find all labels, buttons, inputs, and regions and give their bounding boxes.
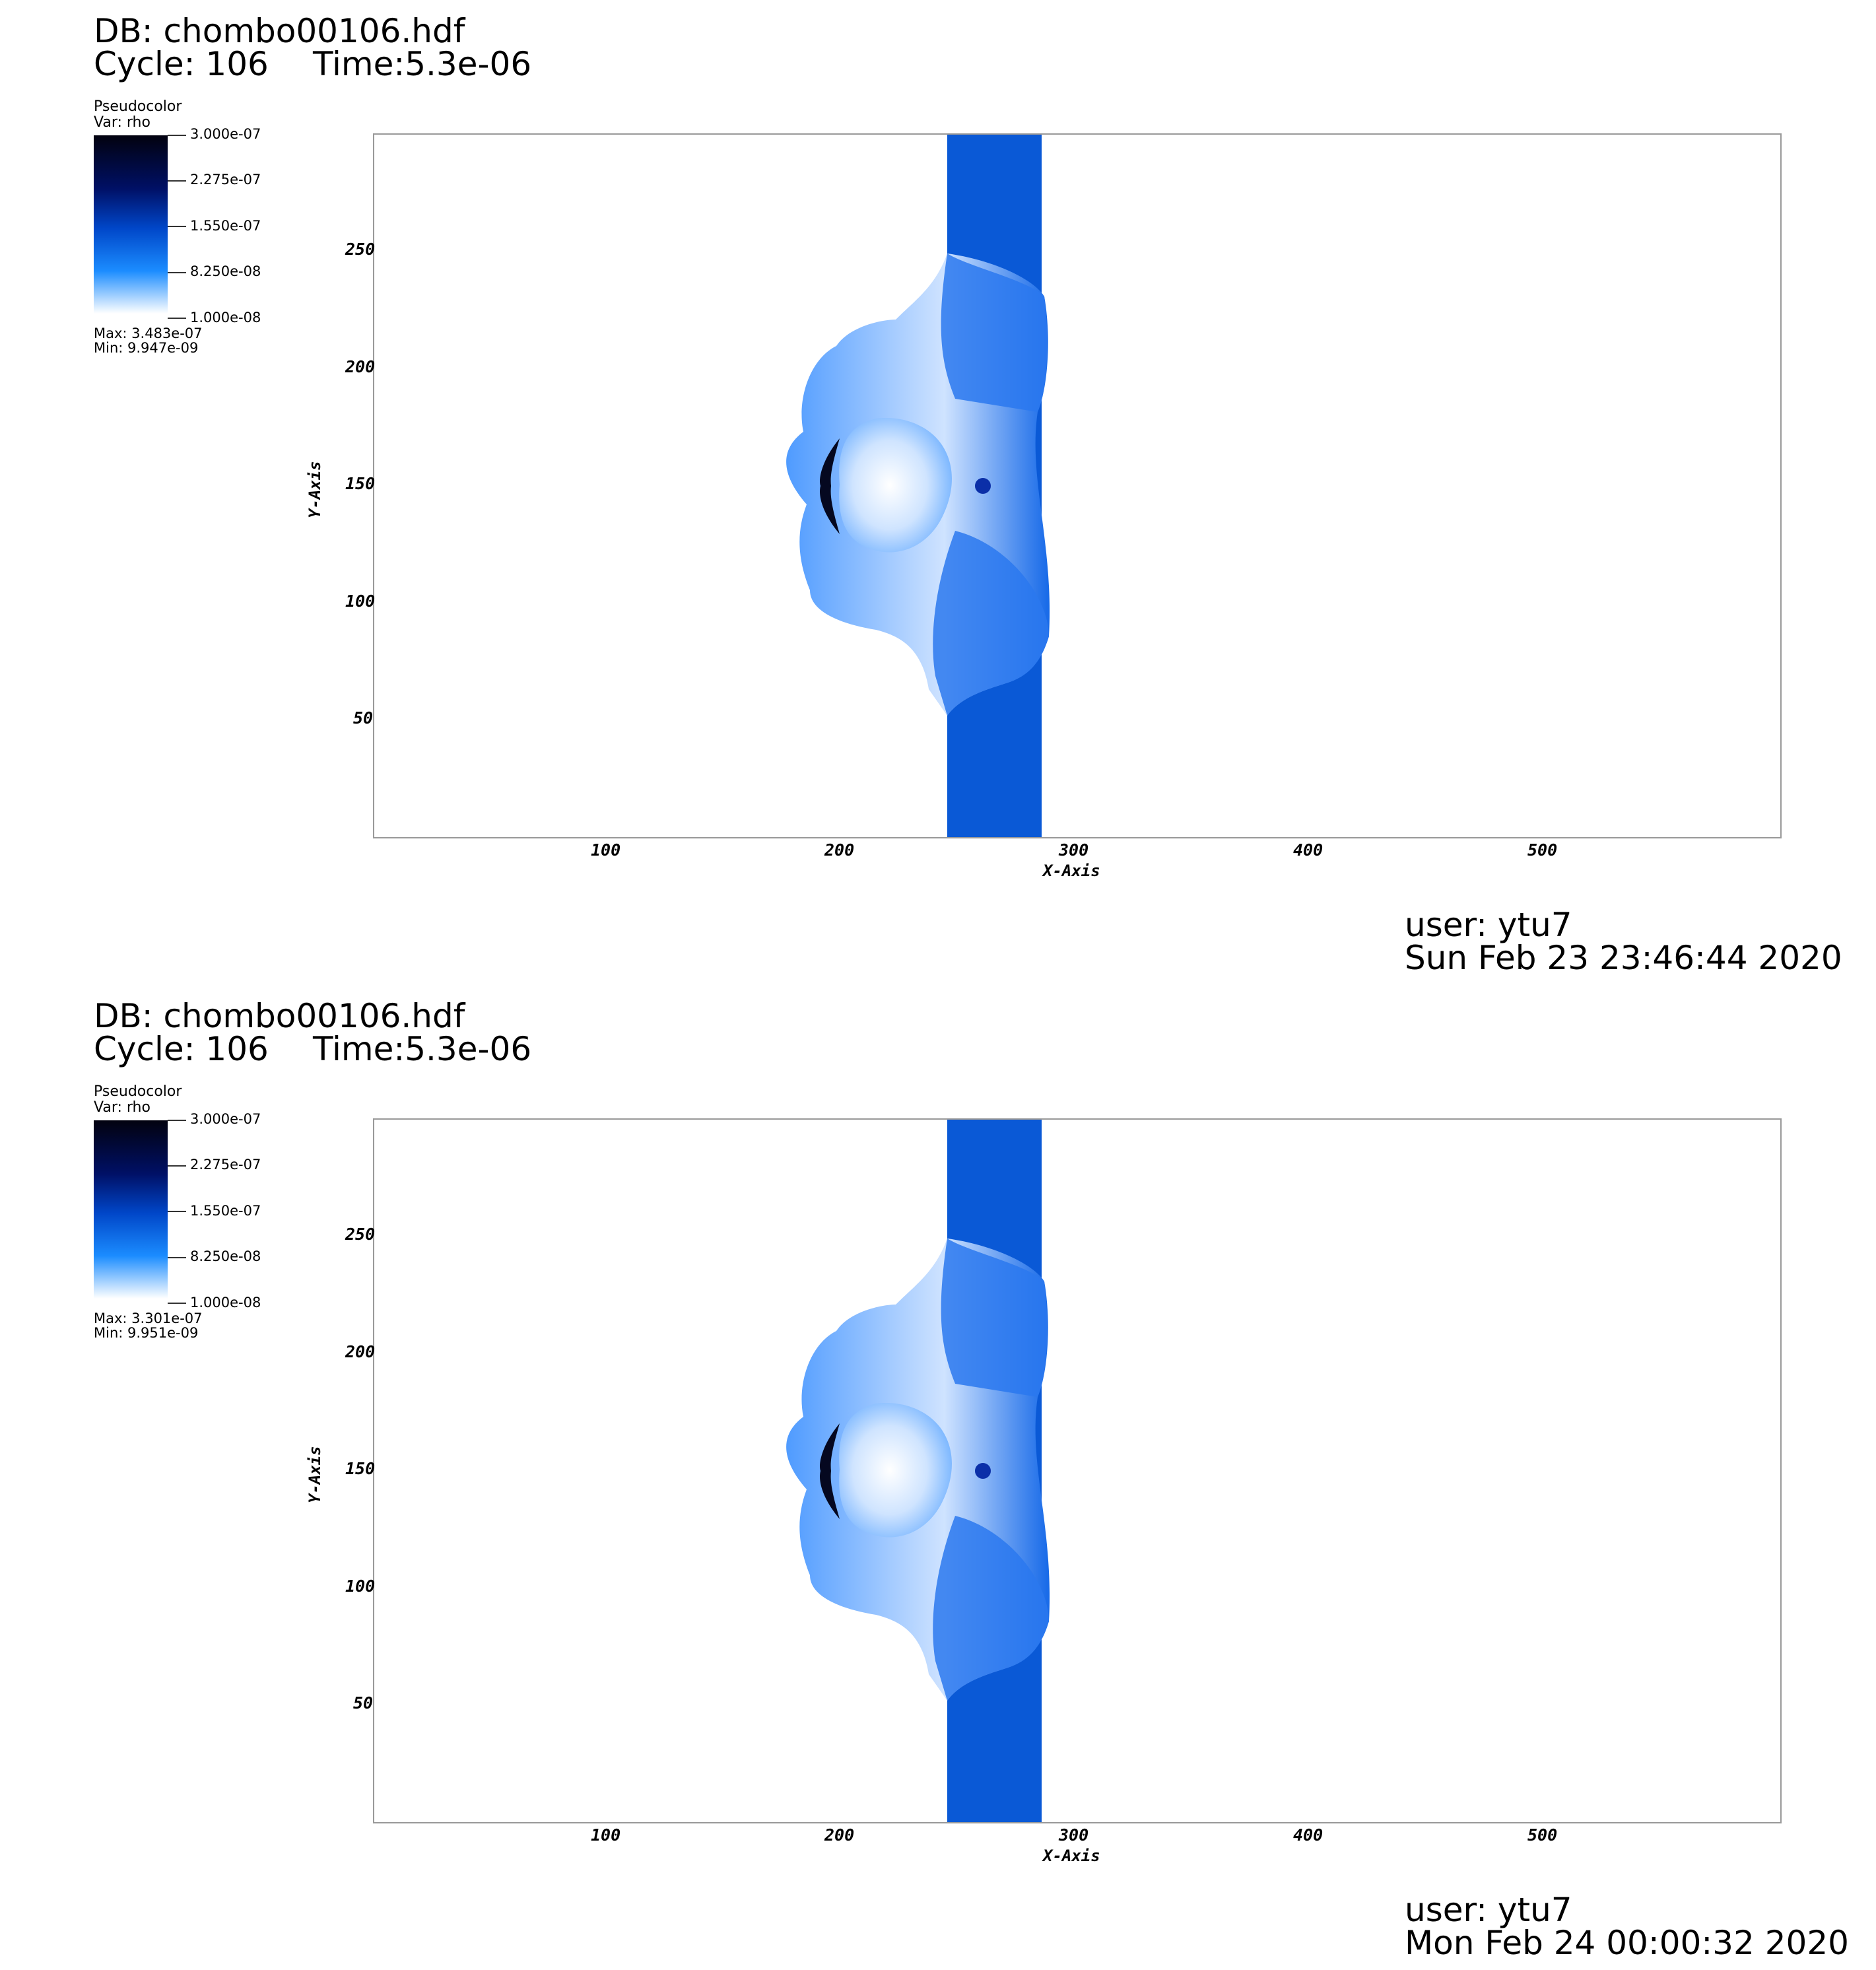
colorbar-tick-line xyxy=(168,1257,186,1258)
plot-panel-2: DB: chombo00106.hdf Cycle: 106 Time:5.3e… xyxy=(0,985,1876,1970)
y-tick-label: 100 xyxy=(345,592,376,611)
colorbar xyxy=(94,1120,168,1299)
colorbar-tick-label: 8.250e-08 xyxy=(190,1248,261,1264)
y-tick-label: 200 xyxy=(345,357,376,376)
db-label: DB: chombo00106.hdf xyxy=(94,12,465,50)
x-tick-label: 200 xyxy=(824,1825,855,1845)
x-axis-label: X-Axis xyxy=(1043,1847,1100,1865)
plot-area xyxy=(373,133,1782,838)
colorbar xyxy=(94,135,168,314)
x-tick-label: 200 xyxy=(824,840,855,860)
x-tick-label: 100 xyxy=(591,1825,621,1845)
x-tick-label: 500 xyxy=(1527,1825,1558,1845)
colorbar-tick-label: 3.000e-07 xyxy=(190,126,261,142)
legend-max: Max: 3.301e-07 xyxy=(94,1310,203,1326)
inner-cavity xyxy=(839,418,952,553)
colorbar-tick-line xyxy=(168,318,186,319)
plot-area xyxy=(373,1118,1782,1823)
jet-core xyxy=(975,1463,991,1479)
dense-shell xyxy=(820,1423,840,1519)
y-tick-label: 150 xyxy=(345,1459,376,1478)
colorbar-tick-label: 8.250e-08 xyxy=(190,263,261,279)
time-label: Time:5.3e-06 xyxy=(313,1030,532,1068)
legend-title: Pseudocolor xyxy=(94,1083,182,1100)
cycle-label: Cycle: 106 xyxy=(94,45,269,83)
y-tick-label: 50 xyxy=(353,1693,374,1713)
colorbar-tick-line xyxy=(168,1303,186,1304)
lower-lobe xyxy=(933,531,1049,716)
upper-lobe xyxy=(941,254,1048,412)
legend-min: Min: 9.947e-09 xyxy=(94,340,199,356)
x-tick-label: 300 xyxy=(1059,1825,1089,1845)
legend-max: Max: 3.483e-07 xyxy=(94,325,203,341)
colorbar-tick-label: 1.000e-08 xyxy=(190,1295,261,1310)
cycle-label: Cycle: 106 xyxy=(94,1030,269,1068)
legend-var: Var: rho xyxy=(94,1099,151,1116)
legend-min: Min: 9.951e-09 xyxy=(94,1325,199,1341)
y-tick-label: 200 xyxy=(345,1342,376,1361)
date-label: Mon Feb 24 00:00:32 2020 xyxy=(1405,1924,1849,1962)
user-label: user: ytu7 xyxy=(1405,1891,1572,1929)
y-tick-label: 50 xyxy=(353,708,374,728)
y-tick-label: 250 xyxy=(345,1225,376,1244)
x-tick-label: 400 xyxy=(1293,840,1323,860)
y-axis-label: Y-Axis xyxy=(306,1446,324,1503)
colorbar-tick-label: 1.000e-08 xyxy=(190,310,261,325)
date-label: Sun Feb 23 23:46:44 2020 xyxy=(1405,939,1842,977)
y-tick-label: 250 xyxy=(345,240,376,259)
colorbar-tick-label: 2.275e-07 xyxy=(190,172,261,187)
colorbar-tick-line xyxy=(168,226,186,227)
colorbar-tick-line xyxy=(168,135,186,136)
legend-var: Var: rho xyxy=(94,114,151,131)
colorbar-tick-line xyxy=(168,1165,186,1167)
x-tick-label: 300 xyxy=(1059,840,1089,860)
db-label: DB: chombo00106.hdf xyxy=(94,997,465,1035)
inner-cavity xyxy=(839,1403,952,1538)
colorbar-tick-line xyxy=(168,1211,186,1212)
y-tick-label: 150 xyxy=(345,474,376,493)
y-tick-label: 100 xyxy=(345,1577,376,1596)
x-tick-label: 500 xyxy=(1527,840,1558,860)
field-svg xyxy=(786,135,1050,837)
colorbar-tick-label: 1.550e-07 xyxy=(190,1203,261,1219)
upper-lobe xyxy=(941,1239,1048,1397)
x-axis-label: X-Axis xyxy=(1043,862,1100,880)
colorbar-tick-line xyxy=(168,272,186,273)
plot-panel-1: DB: chombo00106.hdf Cycle: 106 Time:5.3e… xyxy=(94,12,1842,977)
lower-lobe xyxy=(933,1516,1049,1701)
time-label: Time:5.3e-06 xyxy=(313,45,532,83)
user-label: user: ytu7 xyxy=(1405,906,1572,944)
jet-core xyxy=(975,478,991,494)
dense-shell xyxy=(820,438,840,534)
field-svg xyxy=(786,1120,1050,1822)
x-tick-label: 100 xyxy=(591,840,621,860)
legend-title: Pseudocolor xyxy=(94,98,182,115)
colorbar-tick-line xyxy=(168,180,186,182)
x-tick-label: 400 xyxy=(1293,1825,1323,1845)
colorbar-tick-label: 1.550e-07 xyxy=(190,218,261,234)
colorbar-tick-line xyxy=(168,1120,186,1121)
y-axis-label: Y-Axis xyxy=(306,461,324,518)
colorbar-tick-label: 3.000e-07 xyxy=(190,1111,261,1127)
colorbar-tick-label: 2.275e-07 xyxy=(190,1157,261,1172)
